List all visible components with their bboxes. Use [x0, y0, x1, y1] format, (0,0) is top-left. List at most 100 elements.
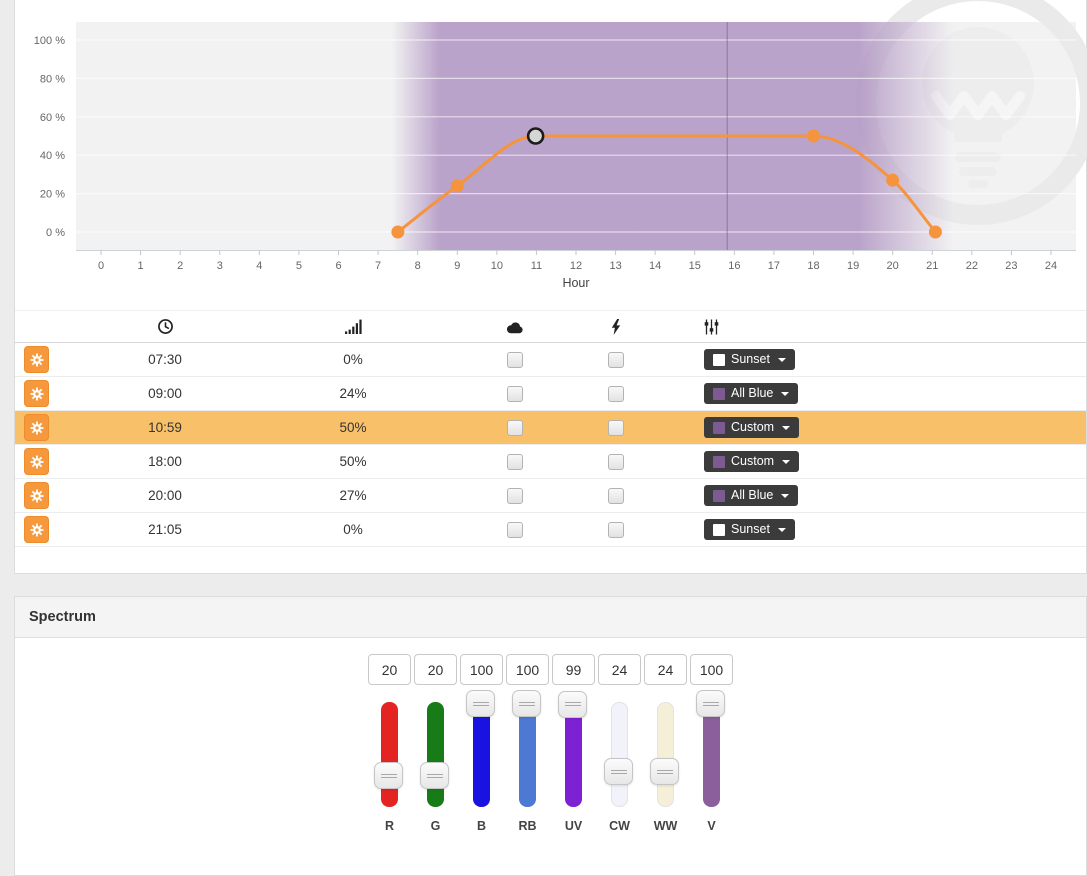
chevron-down-icon: [781, 391, 790, 396]
x-axis-tick-label: 8: [415, 260, 421, 272]
x-axis-tick-label: 12: [570, 260, 582, 272]
preset-label: Sunset: [731, 522, 770, 537]
channel-slider[interactable]: [460, 690, 503, 807]
clouds-checkbox[interactable]: [507, 487, 523, 504]
table-row[interactable]: 18:00 50% Custom: [15, 445, 1086, 479]
channel-value-box[interactable]: 20: [368, 654, 411, 685]
lightning-checkbox[interactable]: [608, 453, 624, 470]
chevron-down-icon: [782, 425, 791, 430]
intensity-chart[interactable]: 100 %80 %60 %40 %20 %0 %0 1 2 3 4 5 6 7 8 9 10 11 12…: [15, 0, 1087, 300]
x-axis-tick-label: 18: [807, 260, 819, 272]
slider-track[interactable]: [703, 702, 720, 807]
channel-value-box[interactable]: 24: [598, 654, 641, 685]
slider-handle[interactable]: [604, 758, 633, 786]
clouds-checkbox[interactable]: [507, 419, 523, 436]
channel-label: UV: [564, 819, 583, 833]
preset-dropdown[interactable]: All Blue: [704, 383, 799, 404]
preset-label: Custom: [731, 454, 775, 469]
chart-point[interactable]: [807, 129, 820, 143]
gear-icon: [30, 489, 43, 502]
schedule-table: 07:30 0% Sunset: [15, 310, 1086, 547]
preset-dropdown[interactable]: Custom: [704, 451, 800, 472]
slider-track[interactable]: [381, 702, 398, 807]
table-row[interactable]: 09:00 24% All Blue: [15, 377, 1086, 411]
row-settings-button[interactable]: [24, 516, 49, 543]
spectrum-channel: 20 G: [414, 654, 457, 833]
x-axis-tick-label: 4: [256, 260, 262, 272]
x-axis-tick-label: 23: [1005, 260, 1017, 272]
x-axis-tick-label: 14: [649, 260, 661, 272]
slider-track[interactable]: [657, 702, 674, 807]
x-axis-tick-label: 17: [768, 260, 780, 272]
channel-slider[interactable]: [690, 690, 733, 807]
slider-handle[interactable]: [650, 758, 679, 786]
channel-value-box[interactable]: 24: [644, 654, 687, 685]
channel-slider[interactable]: [506, 690, 549, 807]
cloud-icon: [451, 319, 579, 334]
channel-value-box[interactable]: 20: [414, 654, 457, 685]
channel-slider[interactable]: [598, 690, 641, 807]
clouds-checkbox[interactable]: [507, 521, 523, 538]
slider-track[interactable]: [473, 702, 490, 807]
preset-dropdown[interactable]: Sunset: [704, 349, 795, 370]
slider-handle[interactable]: [374, 762, 403, 789]
row-settings-button[interactable]: [24, 380, 49, 407]
gear-icon: [30, 387, 43, 400]
lightning-checkbox[interactable]: [608, 419, 624, 436]
row-intensity: 24%: [339, 386, 367, 401]
chevron-down-icon: [782, 459, 791, 464]
channel-value-box[interactable]: 100: [690, 654, 733, 685]
clouds-checkbox[interactable]: [507, 351, 523, 368]
row-settings-button[interactable]: [24, 482, 49, 509]
slider-handle[interactable]: [696, 690, 725, 717]
x-axis-tick-label: 24: [1045, 260, 1057, 272]
spectrum-channel: 100 RB: [506, 654, 549, 833]
chart-point[interactable]: [450, 179, 464, 193]
table-row[interactable]: 07:30 0% Sunset: [15, 343, 1086, 377]
clouds-checkbox[interactable]: [507, 385, 523, 402]
slider-handle[interactable]: [466, 690, 495, 717]
slider-handle[interactable]: [558, 690, 587, 718]
slider-track[interactable]: [427, 702, 444, 807]
table-row[interactable]: 20:00 27% All Blue: [15, 479, 1086, 513]
lightning-checkbox[interactable]: [608, 351, 624, 368]
row-intensity: 50%: [339, 420, 367, 435]
preset-dropdown[interactable]: All Blue: [704, 485, 799, 506]
table-row[interactable]: 10:59 50% Custom: [15, 411, 1086, 445]
row-settings-button[interactable]: [24, 448, 49, 475]
lightning-checkbox[interactable]: [608, 385, 624, 402]
slider-handle[interactable]: [420, 762, 449, 789]
chart-point[interactable]: [928, 225, 942, 239]
preset-dropdown[interactable]: Sunset: [704, 519, 795, 540]
channel-value-box[interactable]: 100: [460, 654, 503, 685]
slider-track[interactable]: [611, 702, 628, 807]
lightning-checkbox[interactable]: [608, 521, 624, 538]
channel-label: V: [707, 819, 716, 833]
gear-icon: [30, 523, 43, 536]
channel-slider[interactable]: [552, 690, 595, 807]
preset-label: All Blue: [731, 488, 774, 503]
x-axis-tick-label: 16: [728, 260, 740, 272]
row-settings-button[interactable]: [24, 346, 49, 373]
row-intensity: 0%: [343, 352, 363, 367]
chart-point[interactable]: [391, 225, 405, 239]
chart-point[interactable]: [886, 173, 900, 187]
clouds-checkbox[interactable]: [507, 453, 523, 470]
table-row[interactable]: 21:05 0% Sunset: [15, 513, 1086, 547]
preset-dropdown[interactable]: Custom: [704, 417, 800, 438]
channel-value-box[interactable]: 100: [506, 654, 549, 685]
channel-slider[interactable]: [644, 690, 687, 807]
slider-track[interactable]: [565, 702, 582, 807]
channel-slider[interactable]: [414, 690, 457, 807]
preset-color-swatch: [713, 523, 725, 536]
channel-slider[interactable]: [368, 690, 411, 807]
lightning-checkbox[interactable]: [608, 487, 624, 504]
slider-handle[interactable]: [512, 690, 541, 717]
row-settings-button[interactable]: [24, 414, 49, 441]
x-axis-tick-label: 2: [177, 260, 183, 272]
slider-track[interactable]: [519, 702, 536, 807]
channel-value-box[interactable]: 99: [552, 654, 595, 685]
channel-label: B: [476, 819, 487, 833]
x-axis-tick-label: 21: [926, 260, 938, 272]
chart-point-selected[interactable]: [526, 127, 545, 145]
